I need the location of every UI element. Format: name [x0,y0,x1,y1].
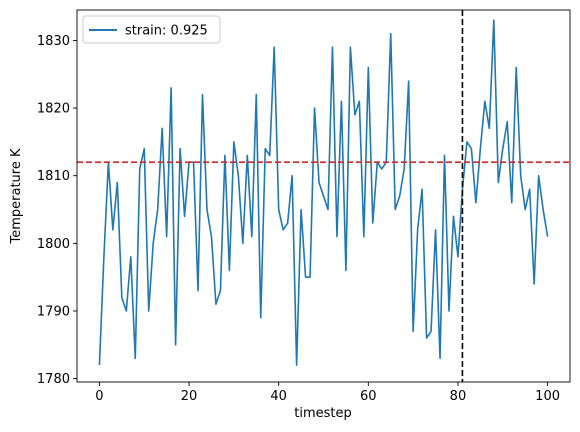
x-tick-label: 100 [535,389,560,404]
y-tick-label: 1810 [37,169,70,184]
plot-frame [76,9,571,383]
x-tick-label: 0 [95,389,103,404]
y-tick-label: 1830 [37,34,70,49]
y-tick-label: 1790 [37,304,70,319]
x-tick-label: 20 [181,389,198,404]
y-axis-ticks: 1780 1790 1800 1810 1820 1830 [37,34,77,387]
y-tick-label: 1780 [37,372,70,387]
x-axis-ticks: 0 20 40 60 80 100 [95,382,560,404]
x-tick-label: 80 [450,389,467,404]
x-axis-label: timestep [294,406,352,421]
y-tick-label: 1800 [37,237,70,252]
legend-label: strain: 0.925 [125,24,208,39]
series-line-0 [98,19,549,366]
legend: strain: 0.925 [82,15,221,44]
y-tick-label: 1820 [37,102,70,117]
x-tick-label: 60 [360,389,377,404]
legend-box [82,15,221,44]
y-axis-label: Temperature K [9,148,24,244]
x-tick-label: 40 [270,389,287,404]
plot-area [77,10,570,382]
